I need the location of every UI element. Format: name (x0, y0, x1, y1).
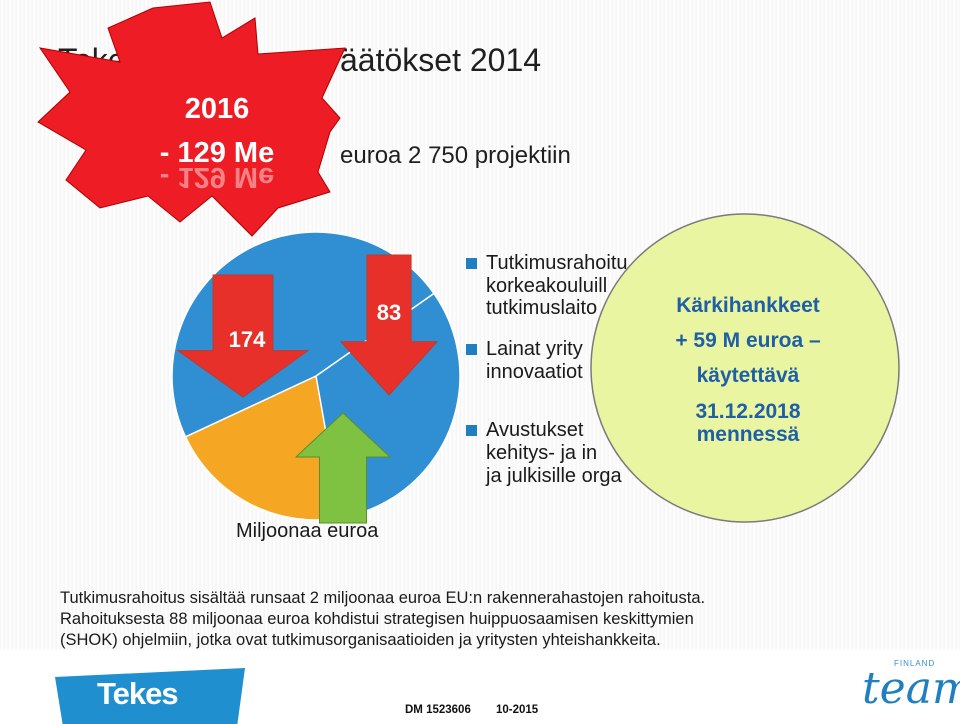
starburst-line-2: - 129 Me (160, 137, 274, 169)
legend-item-3-line-3: ja julkisille orga (486, 465, 622, 487)
pie-chart: 174 83 (171, 231, 461, 524)
doc-date: 10-2015 (496, 704, 539, 716)
team-finland-logo: team (862, 663, 960, 714)
arrow-down-174 (176, 274, 310, 398)
team-finland-small-label: FINLAND (894, 659, 936, 668)
legend-item-3-line-1: Avustukset (486, 419, 584, 441)
legend-item-3-line-2: kehitys- ja in (486, 442, 598, 464)
label-174: 174 (229, 327, 266, 352)
callout-line-3: käytettävä (697, 364, 800, 387)
tekes-logo-text: Tekes (97, 676, 179, 711)
doc-number: DM 1523606 (405, 704, 471, 716)
legend-item-1-line-1: Tutkimusrahoitu (486, 252, 628, 274)
legend-marker-3 (466, 425, 477, 436)
title-fragment-right: äätökset 2014 (340, 42, 542, 78)
tekes-logo-box (55, 668, 245, 724)
starburst-line-1: 2016 (185, 93, 250, 125)
note-line-1: Tutkimusrahoitus sisältää runsaat 2 milj… (60, 589, 706, 607)
legend-marker-1 (466, 258, 477, 269)
unit-label: Miljoonaa euroa (236, 520, 379, 542)
callout-line-4: 31.12.2018 (695, 400, 800, 423)
legend-item-2-line-1: Lainat yrity (486, 338, 583, 360)
note-line-2: Rahoituksesta 88 miljoonaa euroa kohdist… (60, 610, 694, 628)
legend-item-2-line-2: innovaatiot (486, 361, 583, 383)
starburst-shape (37, 1, 346, 237)
legend-item-1-line-2: korkeakouluill (486, 275, 608, 297)
arrow-up-green (294, 412, 392, 524)
starburst-reflection: - 129 Me (160, 161, 274, 193)
legend-item-1-line-3: tutkimuslaito (486, 297, 598, 319)
subtitle-fragment: euroa 2 750 projektiin (340, 142, 571, 169)
callout-line-2: + 59 M euroa – (675, 329, 821, 352)
callout-line-5: mennessä (697, 423, 800, 446)
legend-marker-2 (466, 344, 477, 355)
callout-line-1: Kärkihankkeet (676, 294, 820, 317)
note-line-3: (SHOK) ohjelmiin, jotka ovat tutkimusorg… (60, 631, 661, 649)
callout-circle (590, 213, 900, 523)
label-83: 83 (377, 300, 401, 325)
arrow-down-83 (339, 254, 439, 396)
overlay-layer: Kärkihankkeet + 59 M euroa – käytettävä 31.… (37, 1, 900, 523)
